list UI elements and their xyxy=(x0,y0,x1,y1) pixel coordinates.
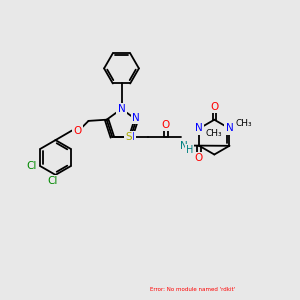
Text: O: O xyxy=(73,125,82,136)
Text: Cl: Cl xyxy=(27,161,37,171)
Text: O: O xyxy=(210,102,218,112)
Text: H: H xyxy=(186,145,193,155)
Text: N: N xyxy=(226,123,233,134)
Text: N: N xyxy=(133,113,140,123)
Text: O: O xyxy=(194,153,203,164)
Text: N: N xyxy=(195,123,203,134)
Text: Error: No module named 'rdkit': Error: No module named 'rdkit' xyxy=(150,287,235,292)
Text: Cl: Cl xyxy=(47,176,58,187)
Text: N: N xyxy=(127,132,134,142)
Text: CH₃: CH₃ xyxy=(205,129,222,138)
Text: CH₃: CH₃ xyxy=(236,118,252,127)
Text: O: O xyxy=(162,119,170,130)
Text: N: N xyxy=(180,140,188,151)
Text: S: S xyxy=(125,132,132,142)
Text: N: N xyxy=(118,104,125,114)
